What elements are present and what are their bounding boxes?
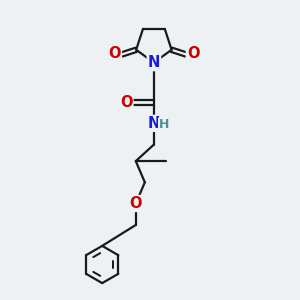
Text: N: N (148, 55, 160, 70)
Text: O: O (120, 95, 133, 110)
Text: N: N (148, 116, 160, 131)
Text: O: O (108, 46, 121, 62)
Text: O: O (130, 196, 142, 211)
Text: H: H (159, 118, 169, 131)
Text: O: O (187, 46, 199, 62)
